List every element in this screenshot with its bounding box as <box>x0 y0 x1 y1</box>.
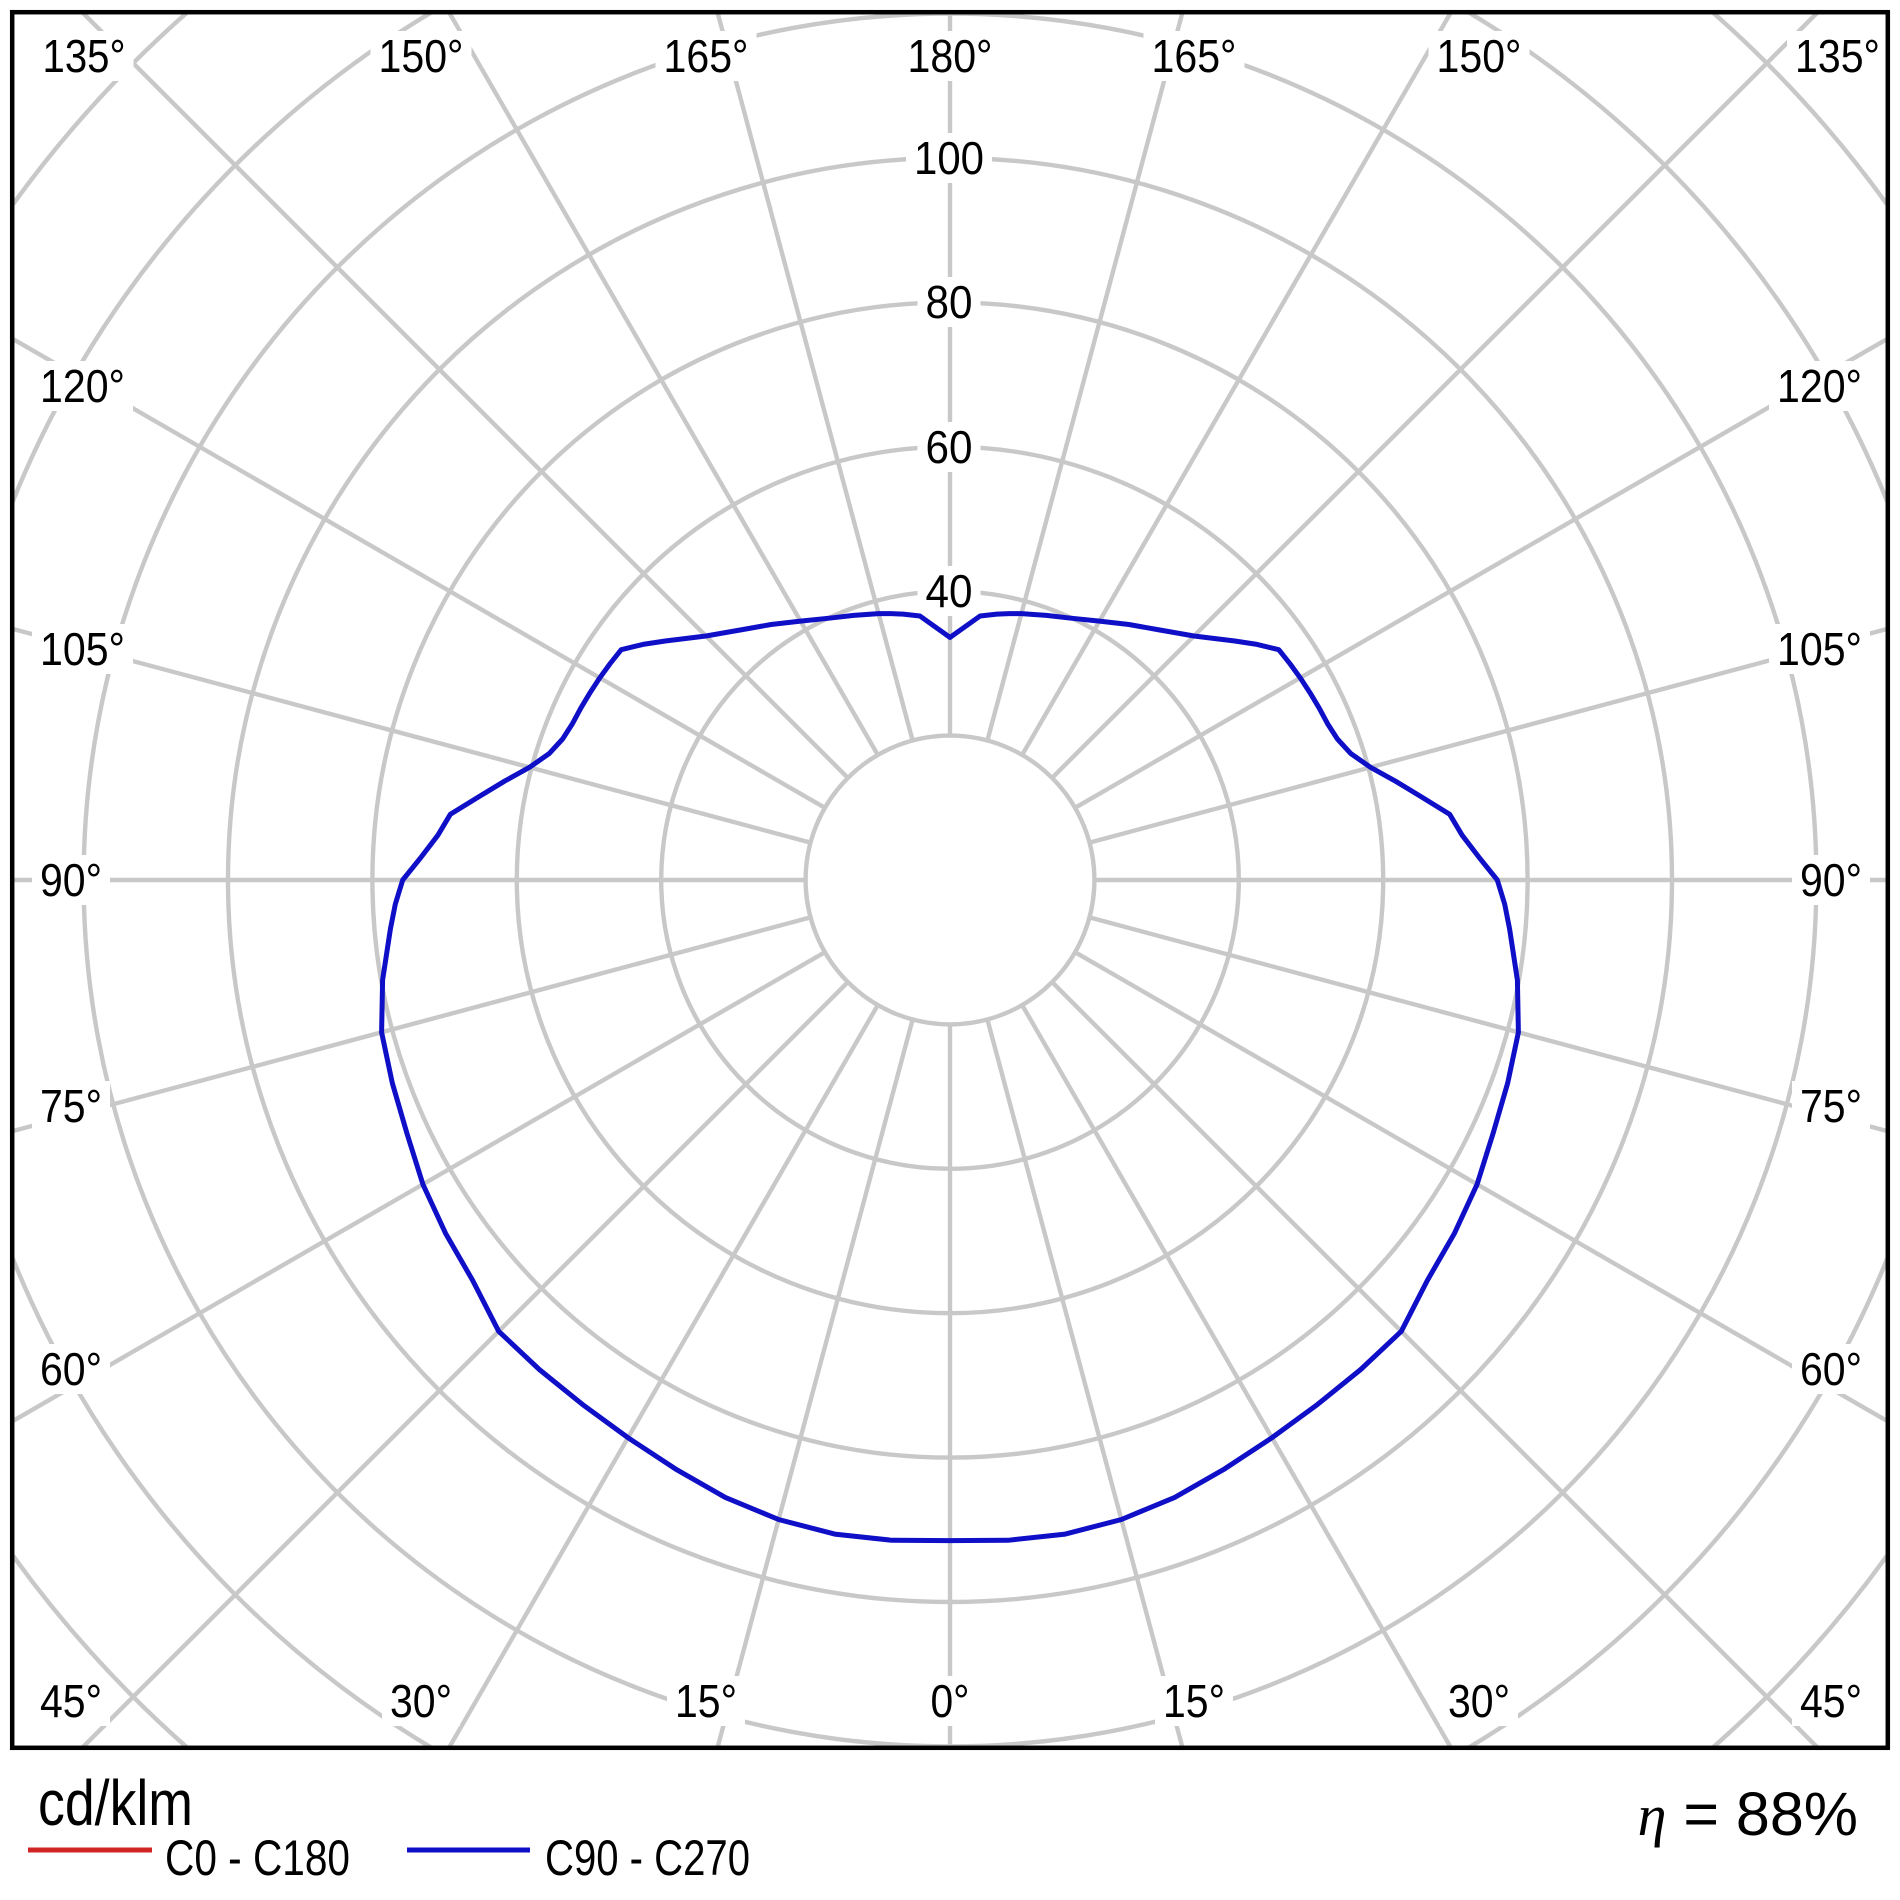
svg-text:165°: 165° <box>1152 30 1237 82</box>
svg-text:90°: 90° <box>40 854 102 906</box>
svg-text:105°: 105° <box>1777 623 1862 675</box>
svg-text:80: 80 <box>926 276 973 328</box>
svg-text:135°: 135° <box>1795 30 1880 82</box>
svg-text:15°: 15° <box>1163 1675 1225 1727</box>
svg-text:150°: 150° <box>1437 30 1522 82</box>
svg-text:0°: 0° <box>931 1675 970 1727</box>
svg-text:135°: 135° <box>43 30 126 82</box>
svg-text:120°: 120° <box>40 360 125 412</box>
svg-text:165°: 165° <box>664 30 749 82</box>
svg-text:100: 100 <box>914 132 984 184</box>
svg-text:C0 - C180: C0 - C180 <box>165 1830 350 1886</box>
svg-text:30°: 30° <box>390 1675 452 1727</box>
svg-text:C90 - C270: C90 - C270 <box>545 1830 750 1886</box>
svg-text:90°: 90° <box>1800 854 1862 906</box>
svg-text:60: 60 <box>926 421 973 473</box>
svg-text:15°: 15° <box>675 1675 737 1727</box>
svg-text:120°: 120° <box>1777 360 1862 412</box>
svg-text:180°: 180° <box>908 30 993 82</box>
svg-text:105°: 105° <box>40 623 125 675</box>
svg-text:60°: 60° <box>40 1343 102 1395</box>
svg-text:75°: 75° <box>40 1080 102 1132</box>
svg-text:40: 40 <box>926 565 973 617</box>
svg-text:η = 88%: η = 88% <box>1638 1780 1858 1848</box>
svg-text:30°: 30° <box>1448 1675 1510 1727</box>
svg-text:150°: 150° <box>379 30 464 82</box>
svg-text:75°: 75° <box>1800 1080 1862 1132</box>
svg-text:45°: 45° <box>40 1675 102 1727</box>
svg-text:cd/klm: cd/klm <box>38 1767 193 1839</box>
svg-text:60°: 60° <box>1800 1343 1862 1395</box>
svg-text:45°: 45° <box>1800 1675 1862 1727</box>
